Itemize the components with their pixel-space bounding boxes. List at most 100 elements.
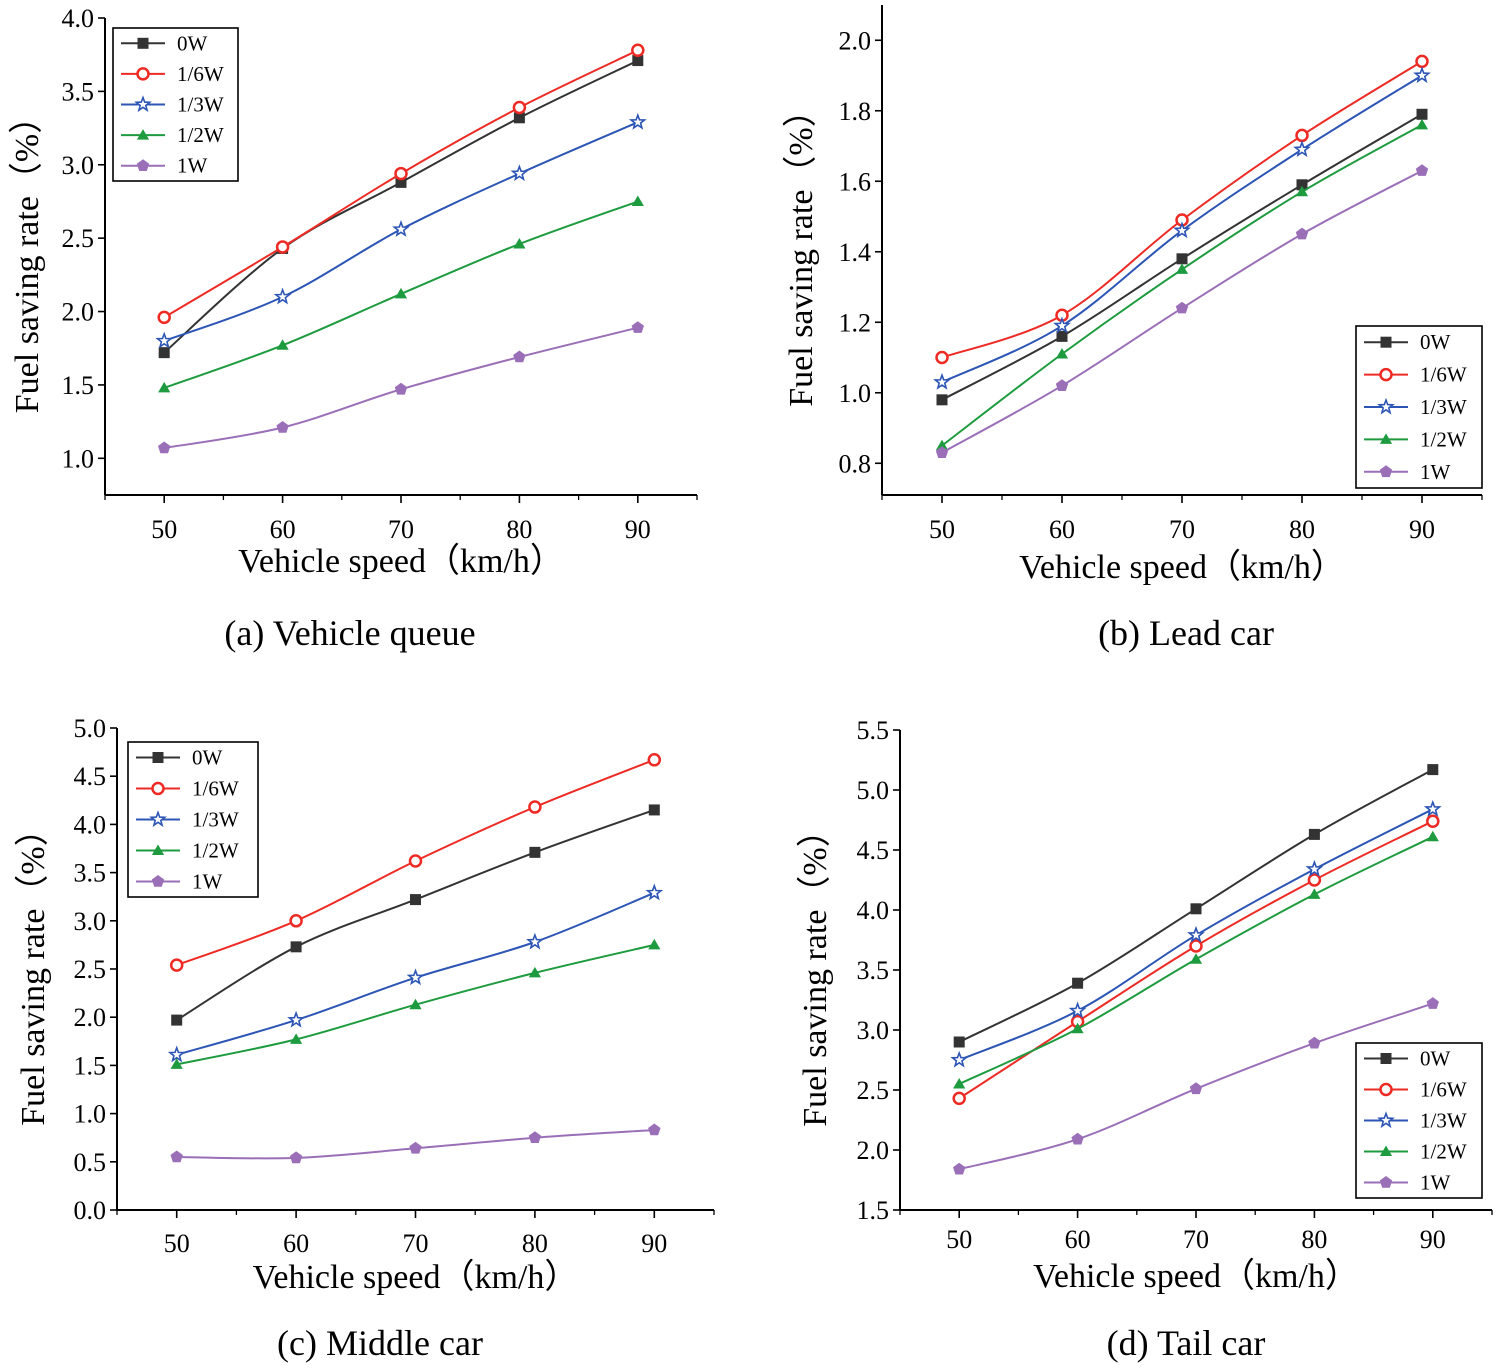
data-point-1-3w	[1423, 799, 1442, 817]
y-tick-label: 1.5	[62, 371, 95, 400]
legend-marker-0w	[152, 752, 164, 763]
legend-label-1w: 1W	[177, 154, 208, 178]
y-tick-label: 4.5	[74, 762, 107, 791]
data-point-0w	[936, 394, 948, 406]
data-point-1-6w	[528, 800, 542, 814]
data-point-1-2w	[935, 439, 949, 451]
y-tick-label: 3.0	[857, 1016, 890, 1045]
data-point-1-2w	[528, 966, 541, 978]
y-tick-label: 2.5	[62, 224, 95, 253]
data-point-1-2w	[513, 238, 526, 249]
x-tick-label: 80	[1289, 515, 1315, 544]
legend-c: 0W 1/6W 1/3W 1/2W 1W	[127, 741, 259, 898]
y-axis-title: Fuel saving rate（%）	[14, 812, 52, 1126]
x-axis-title: Vehicle speed（km/h）	[1033, 1257, 1359, 1295]
data-point-1w	[528, 1131, 542, 1143]
data-point-1-2w	[648, 938, 661, 950]
legend-label-1-2w: 1/2W	[192, 839, 239, 863]
data-point-1-2w	[1055, 348, 1069, 359]
data-point-0w	[1056, 330, 1068, 342]
data-point-1w	[289, 1151, 303, 1164]
data-point-0w	[410, 894, 421, 906]
x-tick-label: 80	[522, 1229, 548, 1258]
caption-a: (a) Vehicle queue	[224, 613, 475, 653]
legend-marker-1-6w	[151, 781, 165, 796]
legend-d: 0W 1/6W 1/3W 1/2W 1W	[1355, 1042, 1483, 1199]
x-tick-label: 50	[164, 1229, 190, 1258]
legend-label-1-6w: 1/6W	[192, 777, 239, 801]
legend-marker-0w	[1380, 336, 1392, 348]
legend-label-0w: 0W	[1420, 330, 1451, 354]
chart-b: 0.8 1.0 1.2 1.4 1.6 1.8 2.0 50 60 70 80 90 Vehicle s…	[782, 5, 1483, 653]
series-line-1-2w	[941, 124, 1423, 447]
legend-marker-0w	[137, 37, 149, 49]
data-point-0w	[1190, 903, 1202, 915]
data-point-1-6w	[408, 854, 423, 868]
data-point-1w	[276, 421, 289, 433]
y-tick-label: 4.0	[74, 810, 107, 839]
data-point-0w	[953, 1036, 965, 1048]
data-point-0w	[395, 176, 407, 188]
data-point-1-6w	[289, 914, 303, 928]
legend-marker-1-2w	[1379, 433, 1393, 444]
data-point-1-2w	[631, 195, 644, 206]
legend-label-1-6w: 1/6W	[177, 62, 224, 86]
y-axis-title: Fuel saving rate（%）	[782, 93, 820, 407]
x-tick-label: 60	[270, 515, 296, 544]
x-tick-label: 50	[929, 515, 955, 544]
data-point-1-6w	[169, 958, 184, 972]
data-point-1w	[953, 1162, 966, 1175]
data-point-1-3w	[1187, 925, 1205, 943]
data-point-1w	[648, 1123, 661, 1136]
data-point-1-6w	[1295, 128, 1309, 143]
data-point-0w	[158, 347, 170, 359]
data-point-1-3w	[273, 287, 292, 305]
y-axis-title: Fuel saving rate（%）	[8, 100, 46, 414]
legend-label-1-2w: 1/2W	[1420, 427, 1467, 451]
x-tick-label: 90	[625, 515, 651, 544]
data-point-1-2w	[170, 1058, 183, 1069]
data-point-1w	[1308, 1036, 1321, 1049]
data-point-1w	[1189, 1082, 1203, 1095]
x-axis-title: Vehicle speed（km/h）	[238, 542, 564, 580]
data-point-1-3w	[628, 112, 647, 130]
data-point-1-2w	[1175, 263, 1189, 274]
legend-marker-1-2w	[151, 844, 165, 855]
legend-label-1w: 1W	[1420, 460, 1451, 484]
x-tick-label: 80	[1301, 1225, 1327, 1254]
legend-marker-1-6w	[1379, 367, 1393, 382]
y-tick-label: 4.0	[857, 896, 890, 925]
y-axis-title: Fuel saving rate（%）	[796, 813, 834, 1127]
data-point-1-2w	[158, 381, 171, 393]
legend-label-1-2w: 1/2W	[1420, 1140, 1467, 1164]
legend-label-1-3w: 1/3W	[177, 93, 224, 117]
x-tick-label: 70	[388, 515, 414, 544]
data-point-1w	[631, 321, 644, 333]
data-point-0w	[529, 846, 541, 858]
y-tick-label: 3.5	[62, 77, 95, 106]
data-point-1-2w	[1295, 185, 1309, 197]
legend-label-1-2w: 1/2W	[177, 123, 224, 147]
y-tick-label: 3.0	[62, 151, 95, 180]
data-point-1-2w	[409, 998, 422, 1010]
data-point-0w	[1176, 253, 1188, 265]
data-point-1-3w	[167, 1045, 186, 1063]
legend-marker-1-2w	[1379, 1145, 1393, 1156]
y-tick-label: 4.5	[857, 836, 890, 865]
y-tick-label: 3.5	[74, 859, 107, 888]
legend-marker-1-3w	[149, 810, 167, 828]
chart-c: 0.0 0.5 1.0 1.5 2.0 2.5 3.0 3.5 4.0 4.5 5.0 50 60 70 8…	[14, 714, 715, 1363]
data-point-0w	[290, 941, 302, 953]
legend-marker-1-3w	[1377, 1111, 1395, 1129]
data-point-1-2w	[290, 1033, 303, 1044]
legend-marker-1-2w	[136, 129, 150, 140]
data-point-1w	[158, 441, 171, 454]
data-point-1-6w	[1426, 814, 1440, 828]
legend-marker-1-3w	[1377, 397, 1395, 415]
legend-label-1-6w: 1/6W	[1420, 1078, 1467, 1102]
y-tick-label: 1.5	[74, 1051, 107, 1080]
data-point-0w	[171, 1014, 183, 1026]
data-point-1-3w	[1413, 66, 1431, 84]
data-point-1w	[935, 446, 949, 458]
y-tick-label: 0.0	[74, 1196, 107, 1225]
